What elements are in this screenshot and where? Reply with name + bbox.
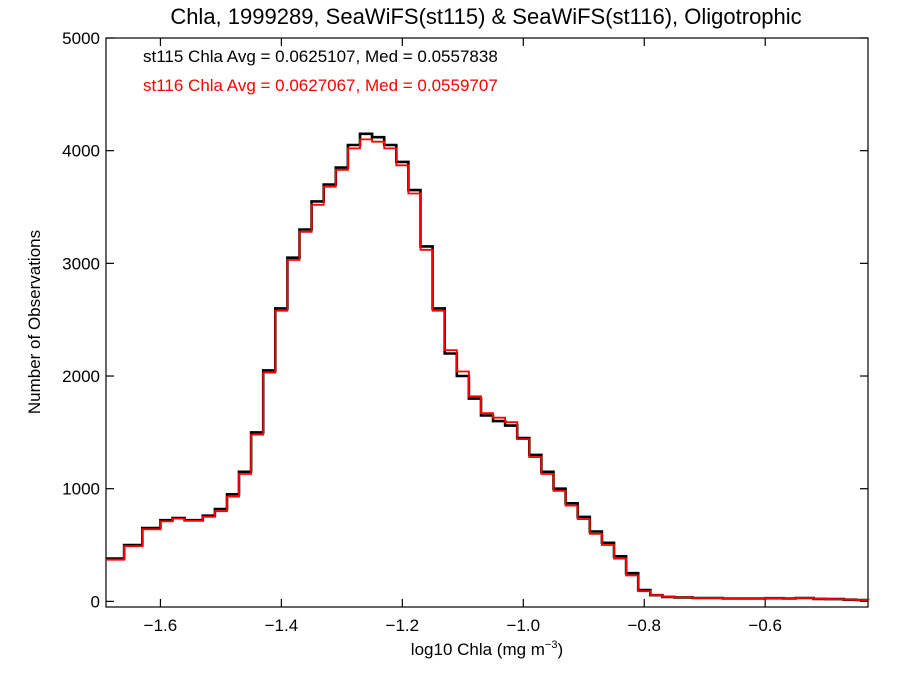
plot-frame [105,37,869,608]
annotation-st116: st116 Chla Avg = 0.0627067, Med = 0.0559… [143,76,498,95]
y-tick-label: 2000 [62,367,100,386]
series-layer [106,132,870,602]
x-tick-label: −1.6 [144,616,178,635]
x-axis: −1.6 −1.4 −1.2 −1.0 −0.8 −0.6 [144,38,782,635]
x-axis-label-main: log10 Chla (mg m [411,640,545,659]
y-tick-label: 5000 [62,29,100,48]
y-tick-label: 3000 [62,254,100,273]
y-axis-label: Number of Observations [25,230,44,414]
chart-title: Chla, 1999289, SeaWiFS(st115) & SeaWiFS(… [170,4,801,29]
y-tick-label: 0 [91,592,100,611]
x-tick-label: −1.2 [386,616,420,635]
x-axis-label-superscript: −3 [545,639,558,651]
y-axis: 0 1000 2000 3000 4000 5000 [62,29,868,611]
x-axis-label-close: ) [558,640,564,659]
x-tick-label: −0.8 [627,616,661,635]
x-axis-label: log10 Chla (mg m−3) [411,639,563,659]
y-tick-label: 4000 [62,142,100,161]
y-tick-label: 1000 [62,480,100,499]
x-tick-label: −1.0 [507,616,541,635]
series-line-st116 [106,138,869,601]
series-line-st115 [106,132,870,602]
x-tick-label: −0.6 [748,616,782,635]
annotation-st115: st115 Chla Avg = 0.0625107, Med = 0.0557… [143,47,498,66]
x-tick-label: −1.4 [265,616,299,635]
